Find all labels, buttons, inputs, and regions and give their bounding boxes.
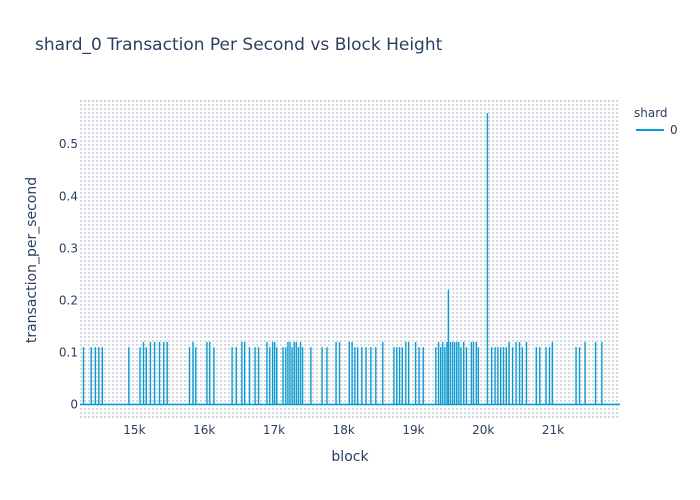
x-tick-label: 17k xyxy=(263,423,285,437)
y-tick-label: 0.4 xyxy=(59,189,78,203)
legend-item-label: 0 xyxy=(670,123,678,137)
x-tick-label: 19k xyxy=(402,423,424,437)
y-tick-label: 0.3 xyxy=(59,241,78,255)
y-axis-title: transaction_per_second xyxy=(24,177,40,343)
x-tick-label: 20k xyxy=(472,423,494,437)
y-tick-label: 0.1 xyxy=(59,345,78,359)
x-tick-label: 21k xyxy=(542,423,564,437)
y-tick-labels: 0 0.1 0.2 0.3 0.4 0.5 xyxy=(59,137,78,411)
x-axis-title: block xyxy=(331,449,369,465)
x-tick-label: 18k xyxy=(333,423,355,437)
series-layer xyxy=(80,113,620,406)
y-tick-label: 0.5 xyxy=(59,137,78,151)
x-tick-labels: 15k 16k 17k 18k 19k 20k 21k xyxy=(123,423,564,437)
chart-title: shard_0 Transaction Per Second vs Block … xyxy=(35,35,443,55)
x-tick-label: 15k xyxy=(123,423,145,437)
x-tick-label: 16k xyxy=(193,423,215,437)
y-tick-label: 0.2 xyxy=(59,293,78,307)
legend[interactable]: shard 0 xyxy=(634,106,678,137)
legend-title: shard xyxy=(634,106,668,120)
y-tick-label: 0 xyxy=(70,397,78,411)
